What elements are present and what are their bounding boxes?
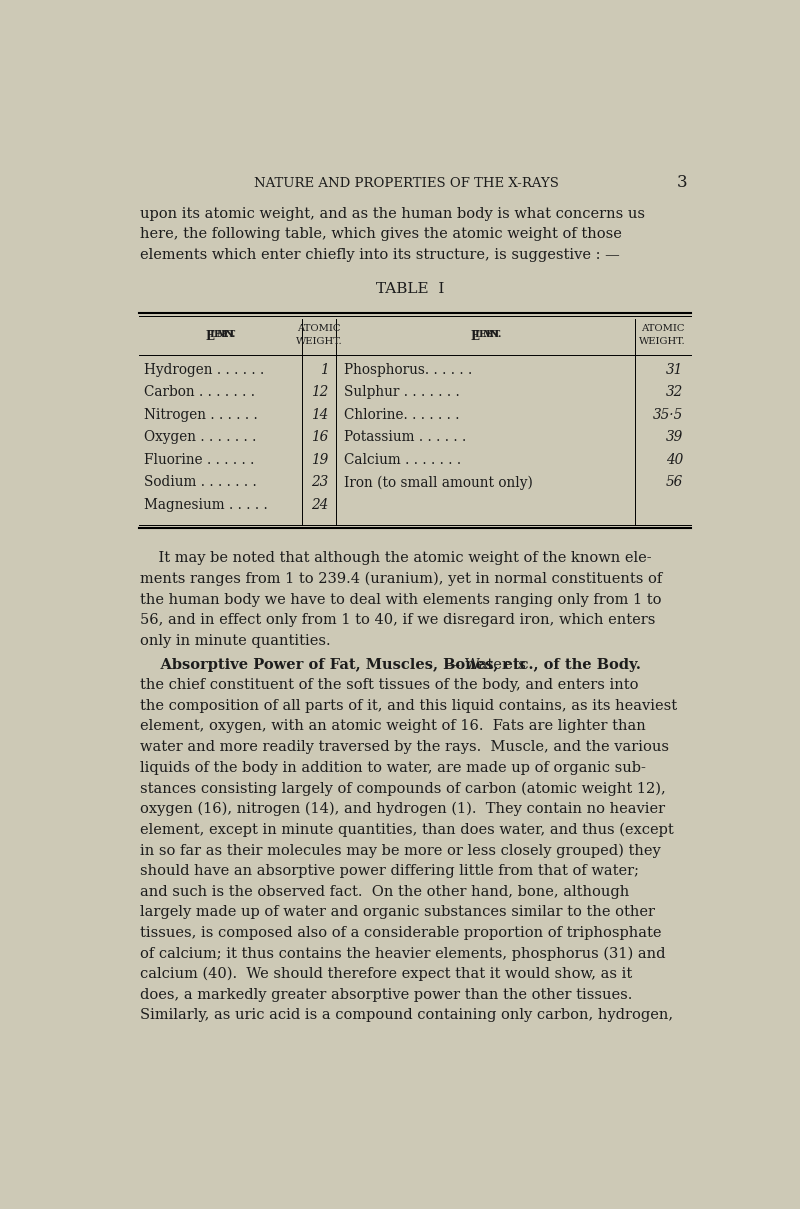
Text: the human body we have to deal with elements ranging only from 1 to: the human body we have to deal with elem… xyxy=(140,592,662,607)
Text: 19: 19 xyxy=(311,453,329,467)
Text: — Water is: — Water is xyxy=(441,658,526,671)
Text: ATOMIC: ATOMIC xyxy=(297,324,341,332)
Text: Potassium . . . . . .: Potassium . . . . . . xyxy=(344,430,466,444)
Text: 23: 23 xyxy=(311,475,329,490)
Text: of calcium; it thus contains the heavier elements, phosphorus (31) and: of calcium; it thus contains the heavier… xyxy=(140,947,666,961)
Text: tissues, is composed also of a considerable proportion of triphosphate: tissues, is composed also of a considera… xyxy=(140,926,662,939)
Text: element, oxygen, with an atomic weight of 16.  Fats are lighter than: element, oxygen, with an atomic weight o… xyxy=(140,719,646,734)
Text: 12: 12 xyxy=(311,386,329,399)
Text: Absorptive Power of Fat, Muscles, Bones, etc., of the Body.: Absorptive Power of Fat, Muscles, Bones,… xyxy=(140,658,641,671)
Text: Chlorine. . . . . . .: Chlorine. . . . . . . xyxy=(344,407,460,422)
Text: E: E xyxy=(213,330,221,340)
Text: It may be noted that although the atomic weight of the known ele-: It may be noted that although the atomic… xyxy=(140,551,652,566)
Text: water and more readily traversed by the rays.  Muscle, and the various: water and more readily traversed by the … xyxy=(140,740,670,754)
Text: calcium (40).  We should therefore expect that it would show, as it: calcium (40). We should therefore expect… xyxy=(140,967,633,982)
Text: .: . xyxy=(231,330,235,340)
Text: N: N xyxy=(490,330,498,340)
Text: 14: 14 xyxy=(311,407,329,422)
Text: 1: 1 xyxy=(320,363,329,376)
Text: M: M xyxy=(482,330,493,340)
Text: E: E xyxy=(470,330,479,343)
Text: oxygen (16), nitrogen (14), and hydrogen (1).  They contain no heavier: oxygen (16), nitrogen (14), and hydrogen… xyxy=(140,802,666,816)
Text: liquids of the body in addition to water, are made up of organic sub-: liquids of the body in addition to water… xyxy=(140,760,646,775)
Text: stances consisting largely of compounds of carbon (atomic weight 12),: stances consisting largely of compounds … xyxy=(140,781,666,796)
Text: Nitrogen . . . . . .: Nitrogen . . . . . . xyxy=(144,407,258,422)
Text: WEIGHT.: WEIGHT. xyxy=(639,337,686,346)
Text: 40: 40 xyxy=(666,453,683,467)
Text: E: E xyxy=(486,330,494,340)
Text: 3: 3 xyxy=(677,174,687,191)
Text: 32: 32 xyxy=(666,386,683,399)
Text: only in minute quantities.: only in minute quantities. xyxy=(140,634,331,648)
Text: E: E xyxy=(205,330,214,343)
Text: L: L xyxy=(475,330,482,340)
Text: Sulphur . . . . . . .: Sulphur . . . . . . . xyxy=(344,386,460,399)
Text: TABLE  I: TABLE I xyxy=(376,283,444,296)
Text: in so far as their molecules may be more or less closely grouped) they: in so far as their molecules may be more… xyxy=(140,843,661,857)
Text: 39: 39 xyxy=(666,430,683,444)
Text: should have an absorptive power differing little from that of water;: should have an absorptive power differin… xyxy=(140,864,639,878)
Text: ATOMIC: ATOMIC xyxy=(641,324,685,332)
Text: element, except in minute quantities, than does water, and thus (except: element, except in minute quantities, th… xyxy=(140,822,674,837)
Text: does, a markedly greater absorptive power than the other tissues.: does, a markedly greater absorptive powe… xyxy=(140,988,633,1002)
Text: .: . xyxy=(497,330,500,340)
Text: Hydrogen . . . . . .: Hydrogen . . . . . . xyxy=(144,363,265,376)
Text: elements which enter chiefly into its structure, is suggestive : —: elements which enter chiefly into its st… xyxy=(140,248,620,262)
Text: ments ranges from 1 to 239.4 (uranium), yet in normal constituents of: ments ranges from 1 to 239.4 (uranium), … xyxy=(140,572,662,586)
Text: Phosphorus. . . . . .: Phosphorus. . . . . . xyxy=(344,363,472,376)
Text: NATURE AND PROPERTIES OF THE X-RAYS: NATURE AND PROPERTIES OF THE X-RAYS xyxy=(254,178,558,191)
Text: T: T xyxy=(494,330,501,340)
Text: Iron (to small amount only): Iron (to small amount only) xyxy=(344,475,533,490)
Text: 35·5: 35·5 xyxy=(653,407,683,422)
Text: here, the following table, which gives the atomic weight of those: here, the following table, which gives t… xyxy=(140,227,622,242)
Text: 16: 16 xyxy=(311,430,329,444)
Text: E: E xyxy=(478,330,486,340)
Text: Magnesium . . . . .: Magnesium . . . . . xyxy=(144,498,268,511)
Text: 56, and in effect only from 1 to 40, if we disregard iron, which enters: 56, and in effect only from 1 to 40, if … xyxy=(140,613,656,627)
Text: Oxygen . . . . . . .: Oxygen . . . . . . . xyxy=(144,430,257,444)
Text: M: M xyxy=(217,330,228,340)
Text: largely made up of water and organic substances similar to the other: largely made up of water and organic sub… xyxy=(140,906,655,919)
Text: T: T xyxy=(228,330,235,340)
Text: 31: 31 xyxy=(666,363,683,376)
Text: 24: 24 xyxy=(311,498,329,511)
Text: the composition of all parts of it, and this liquid contains, as its heaviest: the composition of all parts of it, and … xyxy=(140,699,678,713)
Text: Sodium . . . . . . .: Sodium . . . . . . . xyxy=(144,475,257,490)
Text: 56: 56 xyxy=(666,475,683,490)
Text: Calcium . . . . . . .: Calcium . . . . . . . xyxy=(344,453,462,467)
Text: and such is the observed fact.  On the other hand, bone, although: and such is the observed fact. On the ot… xyxy=(140,885,630,898)
Text: WEIGHT.: WEIGHT. xyxy=(296,337,342,346)
Text: the chief constituent of the soft tissues of the body, and enters into: the chief constituent of the soft tissue… xyxy=(140,678,638,692)
Text: N: N xyxy=(224,330,233,340)
Text: Fluorine . . . . . .: Fluorine . . . . . . xyxy=(144,453,254,467)
Text: Similarly, as uric acid is a compound containing only carbon, hydrogen,: Similarly, as uric acid is a compound co… xyxy=(140,1008,674,1023)
Text: Carbon . . . . . . .: Carbon . . . . . . . xyxy=(144,386,255,399)
Text: L: L xyxy=(210,330,216,340)
Text: upon its atomic weight, and as the human body is what concerns us: upon its atomic weight, and as the human… xyxy=(140,207,646,221)
Text: E: E xyxy=(221,330,228,340)
